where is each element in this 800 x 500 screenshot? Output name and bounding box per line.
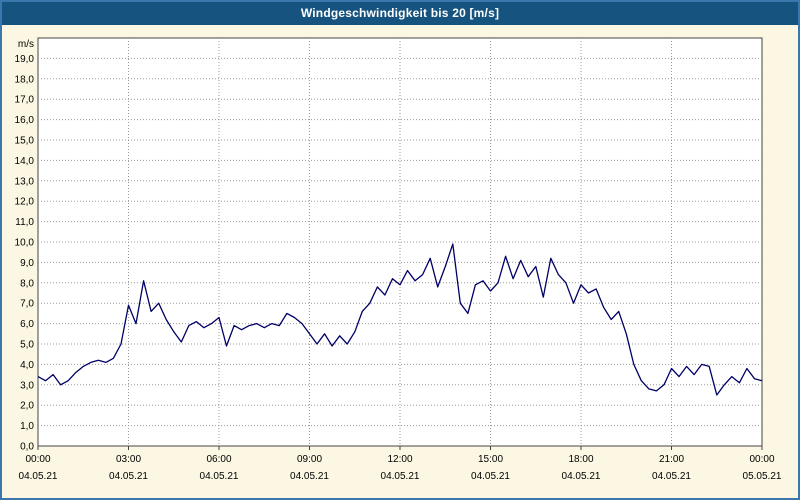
svg-text:13,0: 13,0: [15, 176, 35, 187]
svg-text:14,0: 14,0: [15, 156, 35, 167]
svg-text:2,0: 2,0: [20, 401, 34, 412]
svg-text:9,0: 9,0: [20, 258, 34, 269]
chart-title-bar: Windgeschwindigkeit bis 20 [m/s]: [2, 2, 798, 25]
svg-text:04.05.21: 04.05.21: [109, 471, 148, 482]
svg-text:4,0: 4,0: [20, 360, 34, 371]
svg-text:04.05.21: 04.05.21: [200, 471, 239, 482]
svg-text:03:00: 03:00: [116, 454, 141, 465]
svg-text:18:00: 18:00: [568, 454, 593, 465]
svg-text:15:00: 15:00: [478, 454, 503, 465]
svg-text:8,0: 8,0: [20, 278, 34, 289]
svg-text:3,0: 3,0: [20, 380, 34, 391]
svg-text:11,0: 11,0: [15, 217, 34, 228]
chart-title: Windgeschwindigkeit bis 20 [m/s]: [300, 6, 500, 20]
svg-text:04.05.21: 04.05.21: [562, 471, 601, 482]
svg-text:6,0: 6,0: [20, 319, 34, 330]
svg-text:09:00: 09:00: [297, 454, 322, 465]
svg-text:16,0: 16,0: [15, 115, 35, 126]
svg-text:0,0: 0,0: [20, 442, 34, 453]
svg-text:06:00: 06:00: [206, 454, 231, 465]
svg-text:10,0: 10,0: [15, 238, 35, 249]
svg-text:04.05.21: 04.05.21: [381, 471, 420, 482]
svg-text:5,0: 5,0: [20, 340, 34, 351]
svg-text:12,0: 12,0: [15, 197, 35, 208]
svg-text:05.05.21: 05.05.21: [743, 471, 782, 482]
svg-text:00:00: 00:00: [25, 454, 50, 465]
svg-text:00:00: 00:00: [749, 454, 774, 465]
svg-text:7,0: 7,0: [20, 299, 34, 310]
svg-text:12:00: 12:00: [387, 454, 412, 465]
svg-text:18,0: 18,0: [15, 74, 35, 85]
svg-text:21:00: 21:00: [659, 454, 684, 465]
svg-text:04.05.21: 04.05.21: [471, 471, 510, 482]
svg-text:m/s: m/s: [18, 39, 34, 50]
svg-text:1,0: 1,0: [20, 421, 34, 432]
svg-text:15,0: 15,0: [15, 136, 35, 147]
svg-text:17,0: 17,0: [15, 95, 35, 106]
wind-speed-chart: 0,0 1,0 2,0 3,0 4,0 5,0 6,0 7,0 8,0 9,0 10,0 11,0 12…: [15, 37, 782, 482]
svg-text:19,0: 19,0: [15, 54, 35, 65]
svg-text:04.05.21: 04.05.21: [652, 471, 691, 482]
svg-text:04.05.21: 04.05.21: [19, 471, 58, 482]
svg-text:04.05.21: 04.05.21: [290, 471, 329, 482]
